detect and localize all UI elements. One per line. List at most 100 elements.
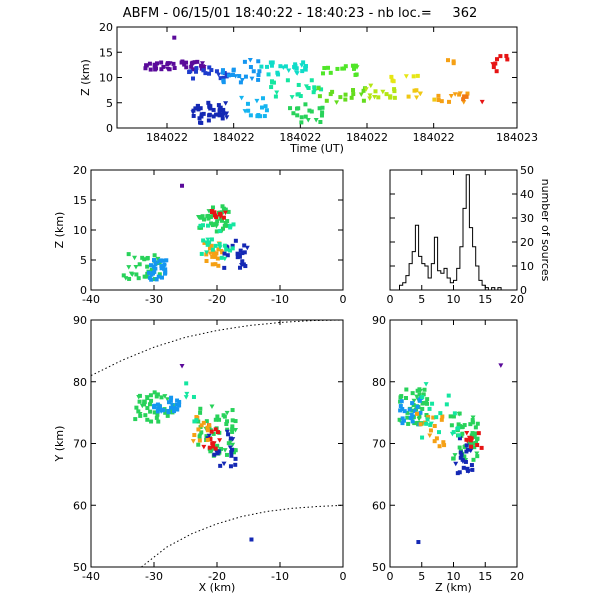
source-point [373,89,378,94]
source-point [245,101,250,106]
source-point [210,441,215,446]
source-point [417,414,422,419]
source-point [210,223,215,228]
source-point [240,251,245,256]
source-point [249,76,255,82]
source-point [432,439,437,444]
source-point [448,93,454,99]
data-layer [397,363,504,545]
source-point [126,252,131,257]
data-layer [121,183,250,282]
source-point [157,405,162,410]
source-point [238,248,243,253]
x-tick-label: 0 [340,293,347,306]
source-point [146,270,151,275]
source-point [470,418,475,423]
source-point [430,401,435,406]
source-point [205,428,210,433]
source-point [459,453,464,458]
source-point [269,85,274,90]
source-point [159,266,164,271]
source-point [363,87,369,92]
source-point [205,237,211,243]
source-point [273,94,278,99]
source-point [165,62,170,67]
source-point [228,464,233,469]
source-point [223,101,229,106]
source-point [312,85,317,90]
source-point [204,250,210,255]
source-point [172,409,177,414]
source-point [217,242,222,247]
source-point [455,426,460,431]
y-tick-label: 30 [520,212,534,225]
source-point [213,243,218,248]
source-point [200,223,205,228]
source-point [256,73,261,78]
histogram-bar [438,271,441,290]
source-point [460,431,465,436]
source-point [470,420,475,425]
source-point [201,111,206,116]
source-point [231,222,236,227]
source-point [228,436,233,441]
source-point [208,449,213,454]
source-point [217,245,223,250]
source-point [350,63,355,68]
source-point [210,247,215,252]
source-point [216,247,221,252]
source-point [423,382,429,387]
source-point [195,415,200,420]
source-point [436,93,441,98]
source-point [222,265,227,270]
source-point [184,381,189,386]
source-point [209,243,214,248]
source-point [399,399,404,404]
source-point [216,103,221,108]
source-point [225,253,230,258]
source-point [159,395,164,400]
source-point [246,108,251,113]
source-point [309,78,314,83]
y-tick-label: 20 [520,236,534,249]
source-point [145,417,150,422]
source-point [228,225,233,230]
source-point [220,68,225,73]
y-tick-label: 5 [80,254,87,267]
source-point [343,64,348,69]
source-point [414,394,420,400]
source-point [322,66,327,71]
source-point [404,396,409,401]
source-point [219,255,224,260]
source-point [458,450,463,455]
source-point [214,229,219,234]
source-point [233,462,238,467]
source-point [415,404,420,409]
source-point [220,218,225,223]
source-point [463,459,468,464]
source-point [262,114,267,119]
source-point [197,438,202,443]
source-point [199,61,205,66]
source-point [184,65,189,70]
source-point [295,113,300,118]
source-point [260,105,265,110]
source-point [431,415,436,420]
source-point [152,253,157,258]
source-point [461,465,466,470]
source-point [465,91,470,96]
source-point [330,89,335,94]
source-point [206,216,211,221]
source-point [230,424,235,429]
histogram-bar [441,273,444,290]
source-point [452,453,458,458]
x-tick-label: 184022 [213,131,255,144]
source-point [464,443,469,448]
source-point [230,442,236,448]
x-tick-label: -30 [145,293,163,306]
z_y-panel: 0 5 10 15 20 50 60 70 80 90 Z (km) [372,314,524,594]
source-point [293,62,298,67]
source-point [384,92,389,97]
source-point [490,62,496,67]
source-point [391,79,396,84]
